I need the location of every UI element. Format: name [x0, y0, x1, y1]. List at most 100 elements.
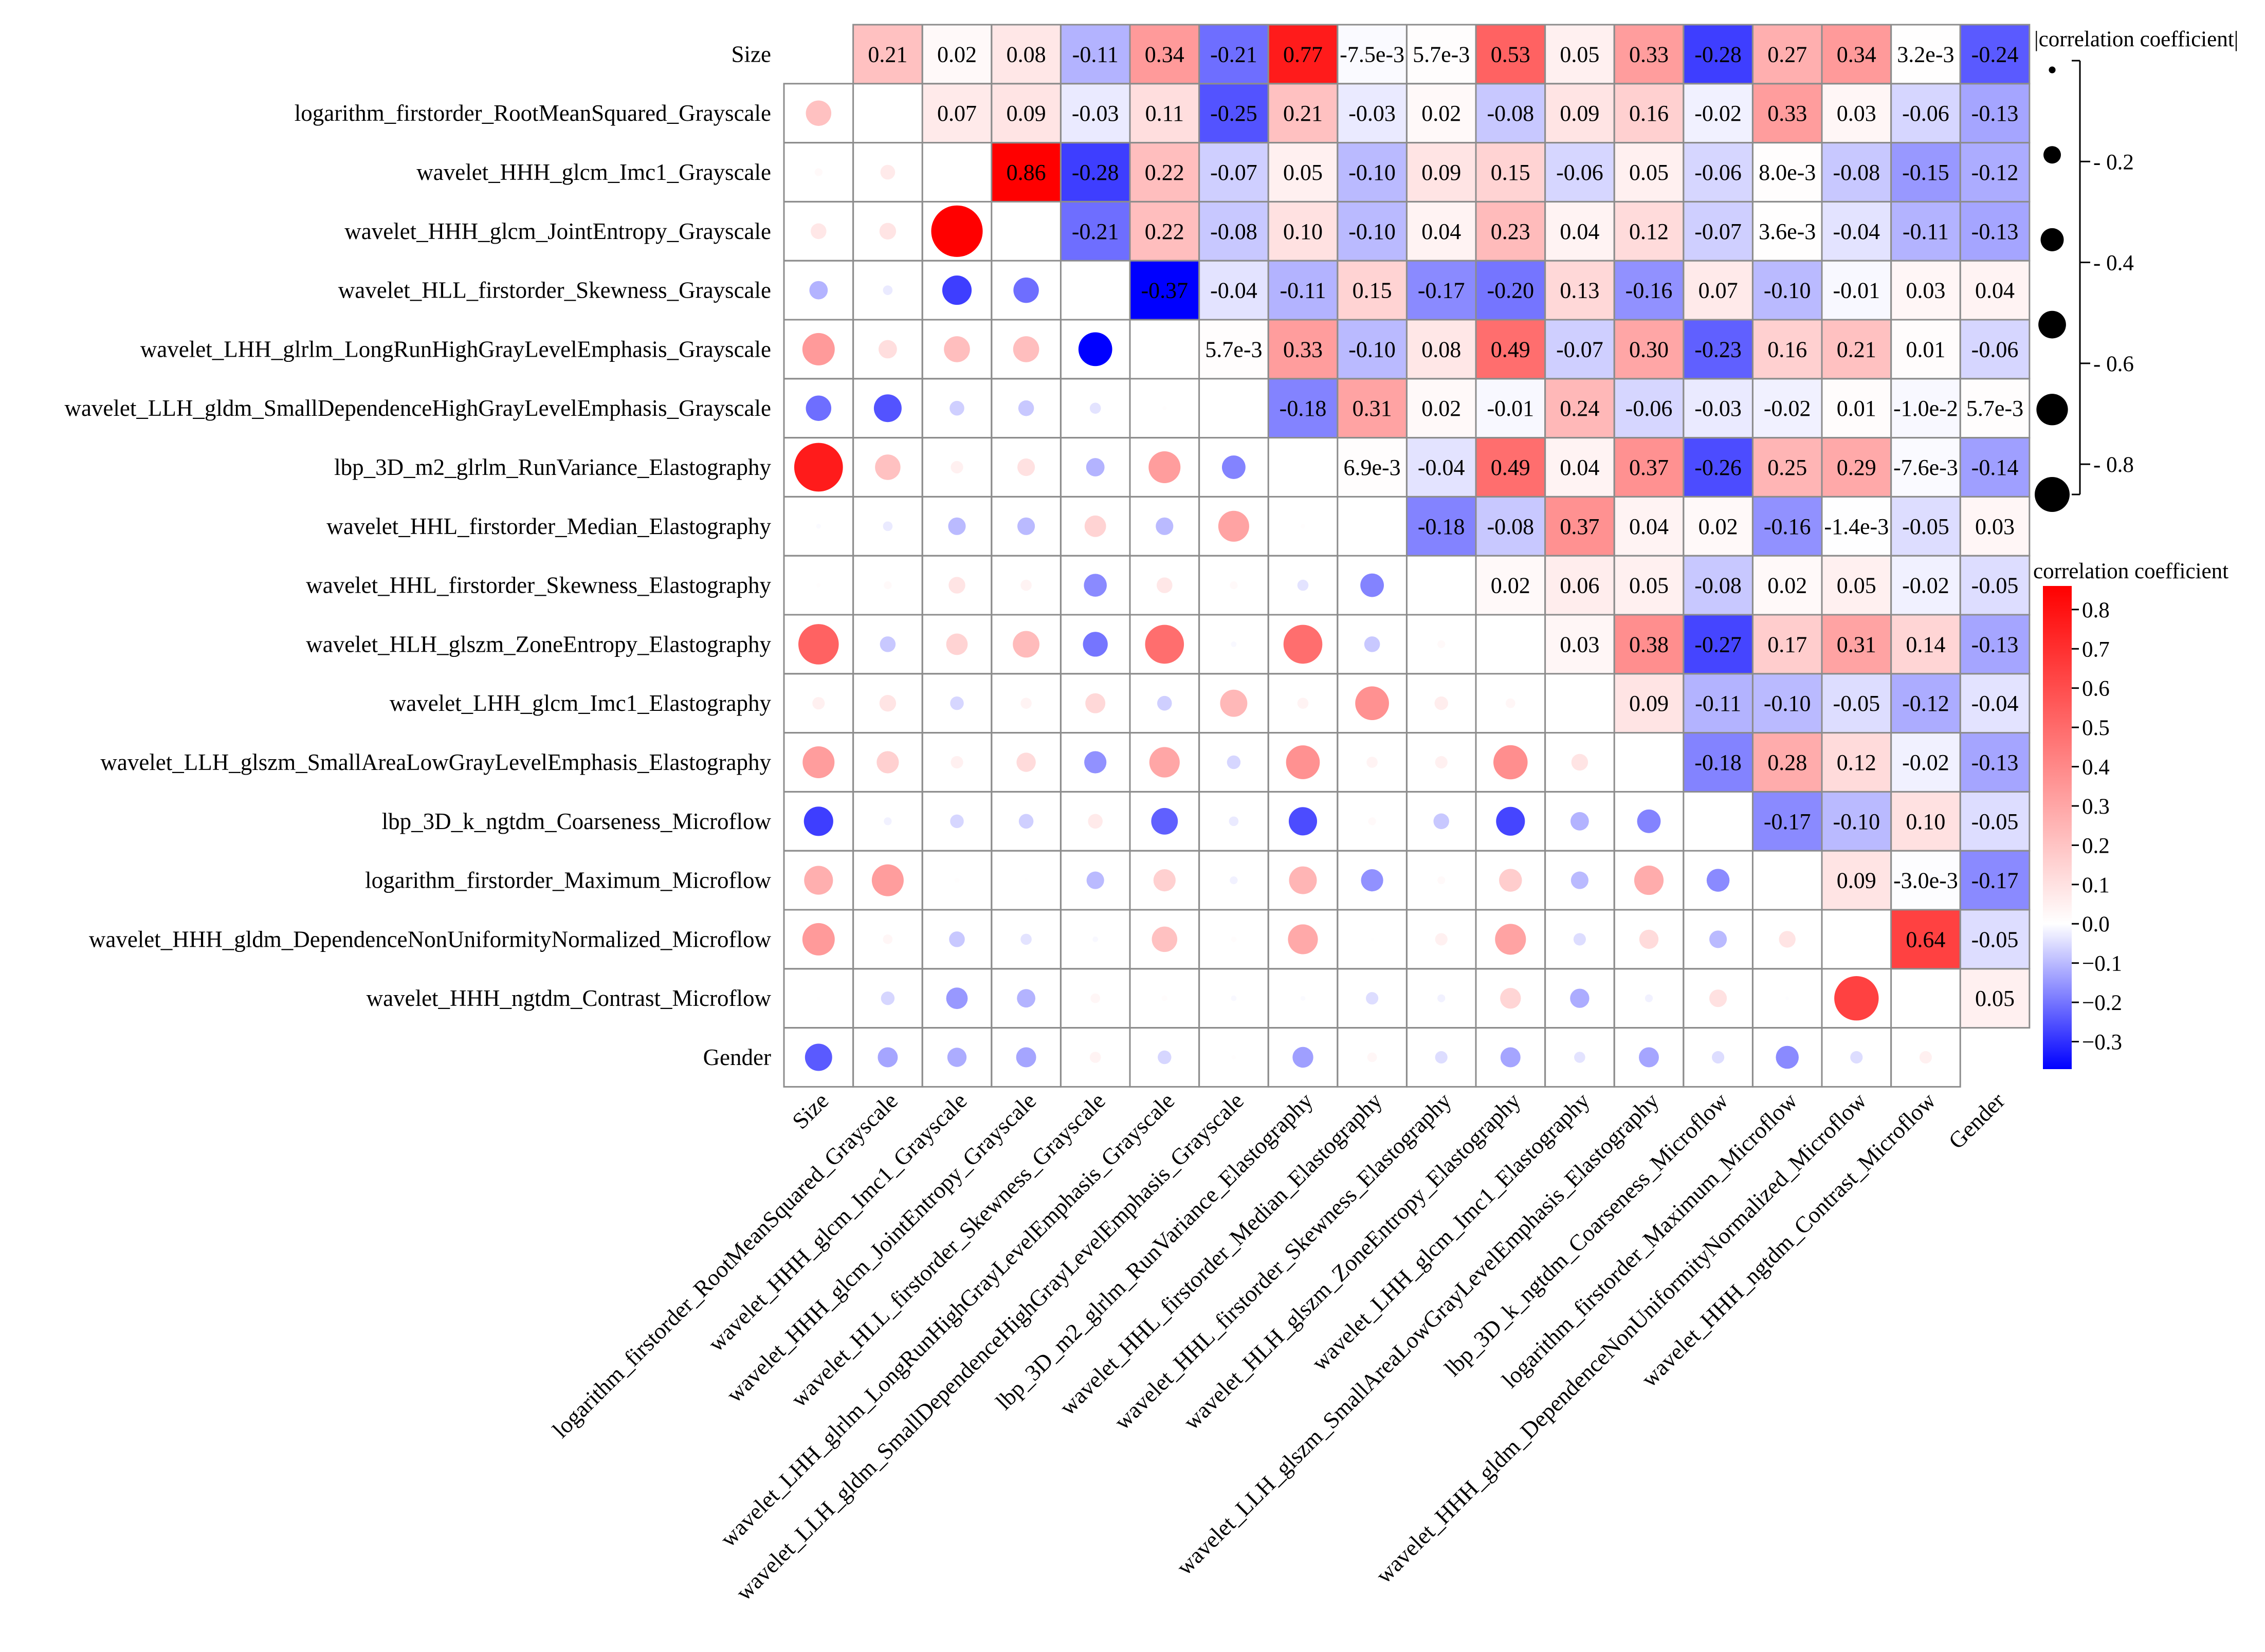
cell-value: -0.02 — [1694, 101, 1742, 126]
cell-value: -0.03 — [1348, 101, 1396, 126]
cell-value: -0.27 — [1694, 632, 1742, 657]
heat-cell — [1891, 320, 1961, 379]
row-label: wavelet_LLH_glszm_SmallAreaLowGrayLevelE… — [100, 749, 771, 775]
corr-circle — [1231, 937, 1237, 942]
heat-cell — [1061, 25, 1130, 84]
cell-value: 3.2e-3 — [1897, 42, 1954, 67]
cell-value: -0.21 — [1072, 219, 1119, 244]
cell-value: -0.18 — [1280, 396, 1327, 421]
size-legend-tick-label: - 0.2 — [2093, 150, 2134, 174]
heat-cell — [991, 142, 1061, 202]
corr-circle — [883, 934, 893, 944]
row-label: wavelet_LLH_gldm_SmallDependenceHighGray… — [64, 395, 771, 421]
cell-value: 0.09 — [1837, 868, 1876, 893]
row-label: logarithm_firstorder_Maximum_Microflow — [365, 868, 771, 893]
cell-value: -0.06 — [1625, 396, 1673, 421]
heat-cell — [1614, 378, 1684, 438]
corr-circle — [1574, 1052, 1585, 1063]
heat-cell — [1683, 615, 1753, 674]
cell-value: -0.02 — [1902, 750, 1949, 775]
cell-value: -0.04 — [1418, 455, 1465, 480]
row-label: logarithm_firstorder_RootMeanSquared_Gra… — [295, 100, 771, 126]
corr-circle — [1645, 994, 1653, 1002]
corr-circle — [1145, 625, 1184, 664]
cell-value: -0.05 — [1902, 514, 1949, 539]
heat-cell — [1268, 320, 1338, 379]
corr-circle — [1709, 930, 1727, 948]
cell-value: 0.03 — [1560, 632, 1599, 657]
corr-circle — [1020, 697, 1032, 709]
corr-circle — [1499, 869, 1522, 892]
size-legend-tick-label: - 0.6 — [2093, 352, 2134, 376]
cell-value: 0.01 — [1837, 396, 1876, 421]
corr-circle — [1437, 640, 1446, 649]
grid-lines — [783, 24, 2031, 1088]
corr-circle — [1220, 689, 1248, 717]
heat-cell — [1268, 378, 1338, 438]
cell-value: 0.27 — [1767, 42, 1807, 67]
color-legend-tick-label: 0.3 — [2082, 795, 2110, 819]
cell-value: -0.04 — [1971, 691, 2019, 716]
corr-circle — [1300, 996, 1306, 1001]
heat-cell — [1822, 792, 1891, 851]
color-legend-ticks: 0.8 0.7 0.6 0.5 0.4 0.3 0.2 0.1 0.0 −0.1 −0.2 −0.3 — [2072, 598, 2122, 1055]
color-legend: correlation coefficient 0.80.70.60.50.40… — [2033, 559, 2229, 1069]
cell-value: 0.29 — [1837, 455, 1876, 480]
corr-circle — [1288, 924, 1318, 955]
cell-value: -0.14 — [1971, 455, 2019, 480]
corr-circle — [1360, 573, 1384, 597]
row-label: lbp_3D_m2_glrlm_RunVariance_Elastography — [334, 454, 771, 480]
corr-circle — [816, 524, 821, 529]
cell-value: -0.21 — [1210, 42, 1257, 67]
corr-circle — [1366, 992, 1379, 1005]
heat-cell — [1822, 673, 1891, 733]
corr-circle — [794, 443, 843, 492]
heat-cell — [1960, 201, 2030, 261]
cell-value: -0.01 — [1487, 396, 1534, 421]
cell-value: 0.23 — [1491, 219, 1530, 244]
corr-circle — [1156, 517, 1174, 535]
corr-circle — [871, 864, 904, 896]
heat-cell — [922, 83, 992, 143]
heat-cell — [1960, 320, 2030, 379]
heat-cell — [1476, 378, 1545, 438]
heat-cell — [1752, 83, 1822, 143]
cell-value: 0.03 — [1906, 278, 1945, 303]
heat-cell — [1407, 142, 1476, 202]
corr-circle — [951, 461, 963, 474]
row-label: wavelet_HLH_glszm_ZoneEntropy_Elastograp… — [306, 631, 771, 657]
cell-value: -0.23 — [1694, 337, 1742, 362]
cell-value: 6.9e-3 — [1344, 455, 1401, 480]
corr-circle — [951, 756, 963, 769]
heat-cell — [1822, 261, 1891, 320]
heat-cell — [991, 83, 1061, 143]
corr-circle — [1078, 332, 1112, 366]
cell-value: -0.25 — [1210, 101, 1257, 126]
corr-circle — [1364, 636, 1380, 652]
heat-cell — [1476, 320, 1545, 379]
heat-cell — [1407, 320, 1476, 379]
color-legend-tick-label: 0.7 — [2082, 637, 2110, 662]
size-legend-circle — [2040, 228, 2064, 251]
heat-cell — [1683, 378, 1753, 438]
row-label: wavelet_HHL_firstorder_Median_Elastograp… — [326, 513, 771, 539]
corr-circle — [1639, 1047, 1659, 1068]
cell-value: -0.11 — [1695, 691, 1741, 716]
corr-circle — [1083, 632, 1108, 657]
row-label: wavelet_HHH_gldm_DependenceNonUniformity… — [89, 926, 772, 952]
cell-value: 0.21 — [868, 42, 907, 67]
cell-value: -0.10 — [1348, 219, 1396, 244]
cell-value: -0.12 — [1902, 691, 1949, 716]
corr-circle — [1500, 1047, 1521, 1068]
corr-circle — [1221, 455, 1246, 479]
corr-circle — [1366, 757, 1378, 768]
heat-cell — [1199, 261, 1269, 320]
heat-cell — [1822, 615, 1891, 674]
row-label: wavelet_HHH_glcm_Imc1_Grayscale — [416, 159, 771, 185]
cell-value: -0.03 — [1694, 396, 1742, 421]
size-legend-tick-label: - 0.8 — [2093, 453, 2134, 477]
cell-value: -0.11 — [1280, 278, 1326, 303]
heat-cell — [1476, 556, 1545, 615]
heat-cell — [1822, 320, 1891, 379]
corr-circle — [1639, 929, 1659, 949]
